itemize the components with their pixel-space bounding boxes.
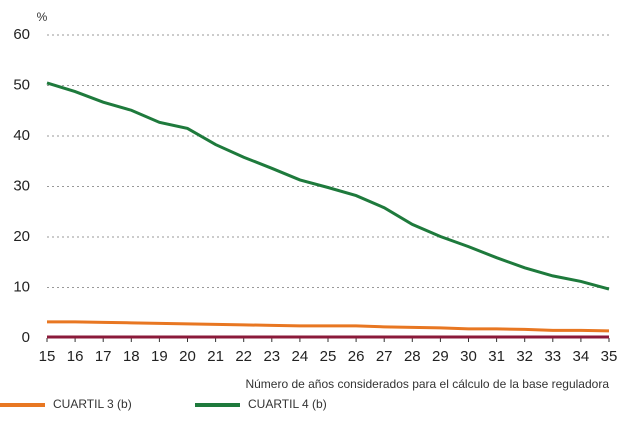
x-tick-label: 32 — [516, 348, 533, 365]
x-tick-label: 19 — [151, 348, 168, 365]
x-tick-label: 25 — [320, 348, 337, 365]
x-tick-label: 15 — [39, 348, 56, 365]
y-tick-label: 10 — [13, 278, 30, 295]
x-tick-label: 20 — [179, 348, 196, 365]
legend-label: CUARTIL 3 (b) — [53, 397, 132, 411]
y-axis-label: % — [37, 10, 48, 24]
x-tick-label: 23 — [263, 348, 280, 365]
x-tick-label: 34 — [573, 348, 590, 365]
series-line — [46, 81, 610, 291]
x-tick-label: 33 — [544, 348, 561, 365]
x-tick-label: 17 — [95, 348, 112, 365]
x-tick-label: 24 — [292, 348, 309, 365]
x-axis-label: Número de años considerados para el cálc… — [245, 377, 609, 391]
x-tick-label: 26 — [348, 348, 365, 365]
x-tick-label: 16 — [67, 348, 84, 365]
x-tick-label: 31 — [488, 348, 505, 365]
x-tick-label: 28 — [404, 348, 421, 365]
y-tick-label: 40 — [13, 127, 30, 144]
y-tick-label: 60 — [13, 26, 30, 43]
y-tick-label: 50 — [13, 76, 30, 93]
legend-label: CUARTIL 4 (b) — [248, 397, 327, 411]
x-tick-label: 18 — [123, 348, 140, 365]
x-tick-label: 30 — [460, 348, 477, 365]
y-tick-label: 20 — [13, 228, 30, 245]
y-tick-label: 30 — [13, 177, 30, 194]
y-tick-label: 0 — [22, 329, 30, 346]
x-tick-label: 27 — [376, 348, 393, 365]
x-tick-label: 29 — [432, 348, 449, 365]
x-tick-label: 21 — [207, 348, 224, 365]
x-tick-label: 22 — [235, 348, 252, 365]
x-tick-label: 35 — [601, 348, 618, 365]
series-line — [47, 320, 610, 333]
